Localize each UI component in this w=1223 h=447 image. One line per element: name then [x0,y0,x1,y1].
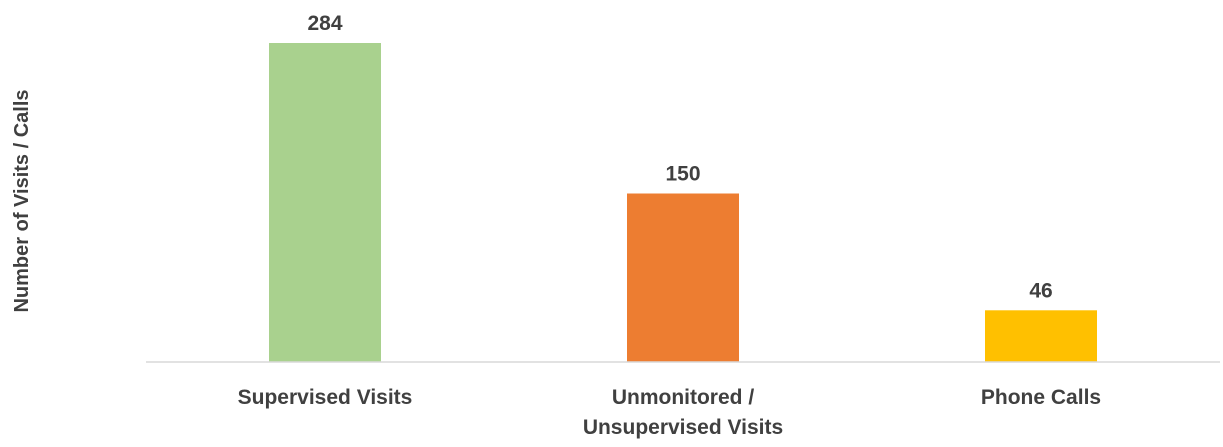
bar-0 [269,43,381,362]
category-label-line: Unsupervised Visits [583,416,783,439]
category-label-line: Supervised Visits [238,386,413,409]
data-label-0: 284 [307,12,342,35]
data-label-1: 150 [665,163,700,186]
data-label-2: 46 [1029,279,1052,302]
bar-2 [985,310,1097,362]
bar-1 [627,193,739,362]
category-label-line: Phone Calls [981,386,1101,409]
category-label-1: Unmonitored / Unsupervised Visits [583,386,783,439]
y-axis-title: Number of Visits / Calls [11,89,33,312]
bars-layer [269,43,1097,362]
category-label-line: Unmonitored / [612,386,754,409]
category-label-0: Supervised Visits [238,386,413,409]
labels-layer: 284 Supervised Visits 150 Unmonitored / Unsu… [238,12,1101,439]
category-label-2: Phone Calls [981,386,1101,409]
